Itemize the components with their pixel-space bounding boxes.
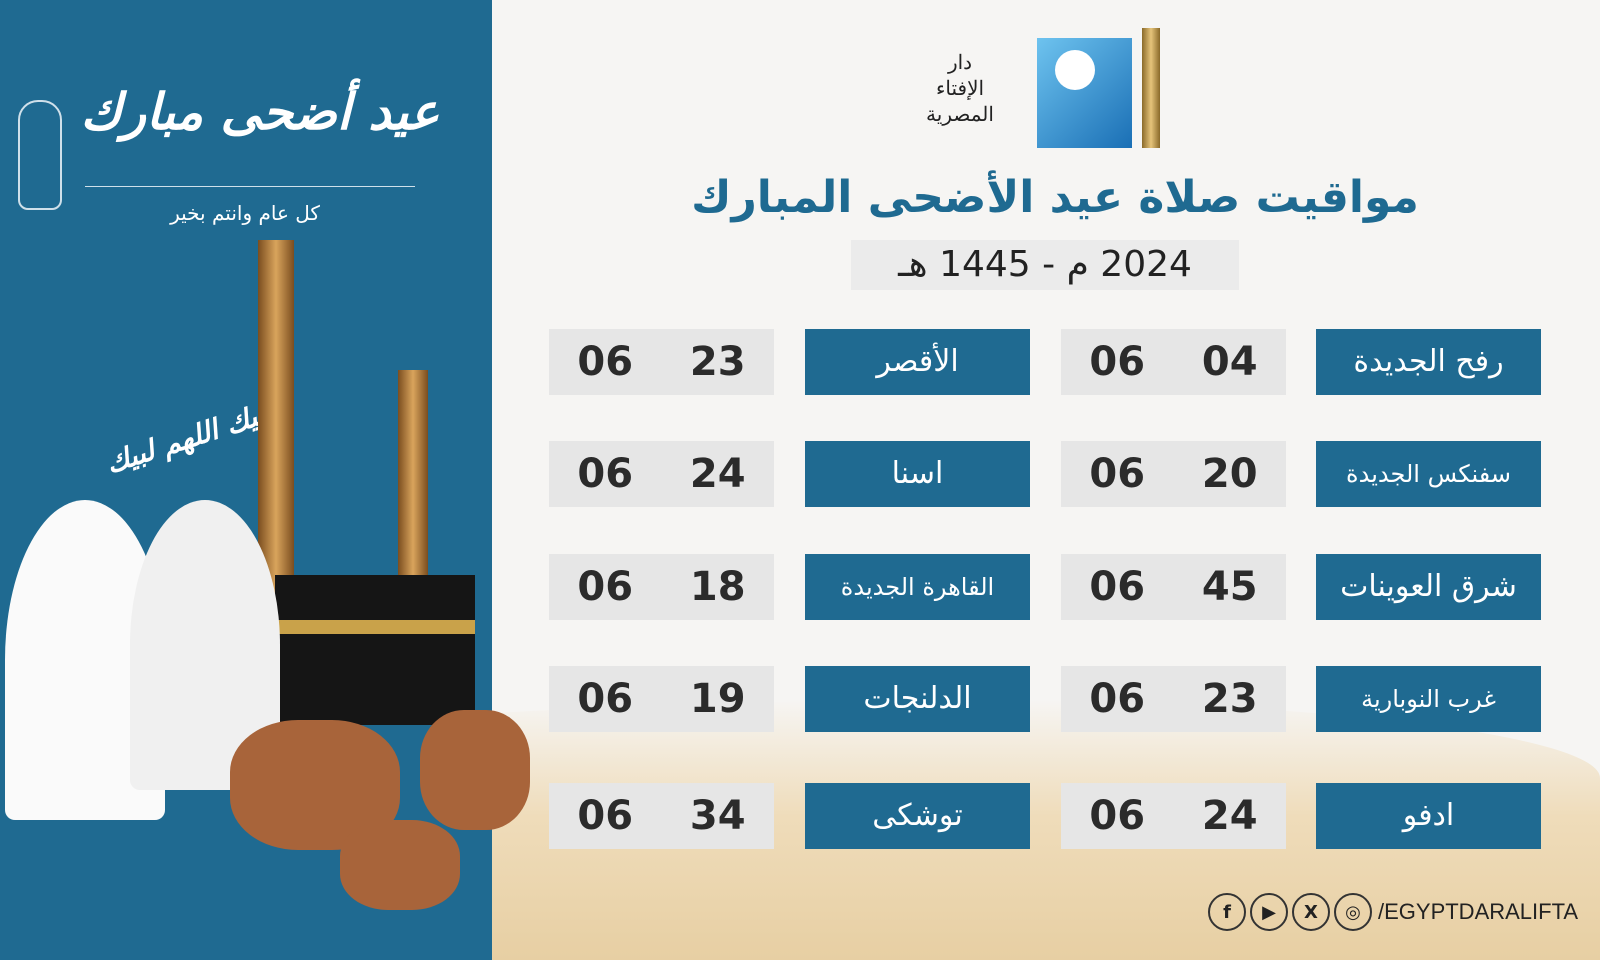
time-minute: 24 [689, 451, 746, 497]
time-minute: 20 [1201, 451, 1258, 497]
prayer-time: 06 18 [549, 554, 774, 620]
city-name: شرق العوينات [1316, 554, 1541, 620]
prayer-time: 06 19 [549, 666, 774, 732]
time-minute: 04 [1201, 339, 1258, 385]
city-name: اسنا [805, 441, 1030, 507]
city-name: الدلنجات [805, 666, 1030, 732]
divider [85, 186, 415, 187]
time-hour: 06 [1089, 451, 1146, 497]
time-minute: 18 [689, 564, 746, 610]
year-label: 2024 م - 1445 هـ [851, 240, 1239, 290]
time-hour: 06 [1089, 676, 1146, 722]
time-minute: 19 [689, 676, 746, 722]
city-name: توشكى [805, 783, 1030, 849]
facebook-icon[interactable]: f [1208, 893, 1246, 931]
time-minute: 34 [689, 793, 746, 839]
greeting-subtitle: كل عام وانتم بخير [170, 201, 320, 225]
dar-al-ifta-logo: دار الإفتاء المصرية [895, 28, 1207, 148]
logo-text: دار الإفتاء المصرية [926, 50, 994, 126]
minaret-image [258, 240, 294, 600]
minaret-image [398, 370, 428, 600]
time-hour: 06 [577, 676, 634, 722]
city-name: الأقصر [805, 329, 1030, 395]
time-hour: 06 [577, 564, 634, 610]
city-name: غرب النوبارية [1316, 666, 1541, 732]
time-minute: 24 [1201, 793, 1258, 839]
city-name: سفنكس الجديدة [1316, 441, 1541, 507]
goat-image [340, 820, 460, 910]
time-minute: 45 [1201, 564, 1258, 610]
prayer-time: 06 34 [549, 783, 774, 849]
prayer-time: 06 24 [549, 441, 774, 507]
prayer-time: 06 45 [1061, 554, 1286, 620]
eid-greeting-calligraphy: عيد أضحى مبارك [80, 82, 440, 141]
time-minute: 23 [689, 339, 746, 385]
prayer-time: 06 04 [1061, 329, 1286, 395]
time-hour: 06 [1089, 564, 1146, 610]
city-name: ادفو [1316, 783, 1541, 849]
logo-mark [1037, 28, 1207, 148]
youtube-icon[interactable]: ▶ [1250, 893, 1288, 931]
prayer-time: 06 23 [1061, 666, 1286, 732]
time-minute: 23 [1201, 676, 1258, 722]
kaaba-image [275, 575, 475, 725]
prayer-time: 06 23 [549, 329, 774, 395]
social-handle[interactable]: /EGYPTDARALIFTA [1378, 899, 1579, 924]
prayer-time: 06 20 [1061, 441, 1286, 507]
city-name: القاهرة الجديدة [805, 554, 1030, 620]
greeting-panel: عيد أضحى مبارك كل عام وانتم بخير لبيك ال… [0, 0, 492, 960]
page-title: مواقيت صلاة عيد الأضحى المبارك [691, 172, 1419, 223]
time-hour: 06 [577, 793, 634, 839]
time-hour: 06 [577, 451, 634, 497]
time-hour: 06 [1089, 793, 1146, 839]
social-links: f ▶ X ◎ /EGYPTDARALIFTA [1208, 893, 1578, 931]
prayer-time: 06 24 [1061, 783, 1286, 849]
camel-image [420, 710, 530, 830]
city-name: رفح الجديدة [1316, 329, 1541, 395]
x-icon[interactable]: X [1292, 893, 1330, 931]
time-hour: 06 [577, 339, 634, 385]
lantern-icon [18, 100, 62, 210]
time-hour: 06 [1089, 339, 1146, 385]
instagram-icon[interactable]: ◎ [1334, 893, 1372, 931]
